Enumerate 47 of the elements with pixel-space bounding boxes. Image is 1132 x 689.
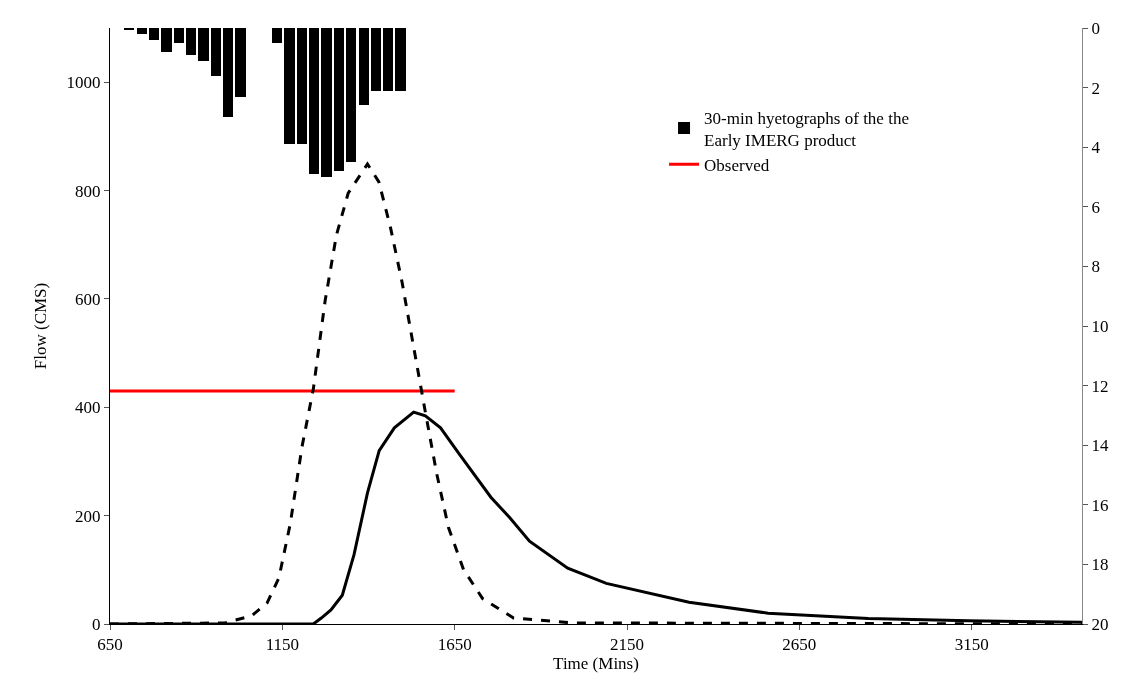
x-tick-label: 650 <box>97 635 123 655</box>
bar <box>284 28 295 144</box>
y2-tick-label: 8 <box>1091 257 1100 277</box>
bar <box>309 28 319 174</box>
y2-tick-label: 10 <box>1091 316 1109 336</box>
bar <box>334 28 344 171</box>
y-axis-title: Flow (CMS) <box>31 282 51 370</box>
y2-tick-label: 6 <box>1091 197 1100 217</box>
y2-tick-label: 2 <box>1091 78 1100 98</box>
bar <box>235 28 246 97</box>
bar <box>223 28 233 117</box>
bar <box>186 28 196 55</box>
y-tick-label: 400 <box>75 398 101 418</box>
y2-tick-label: 18 <box>1091 555 1109 575</box>
y-tick-label: 800 <box>75 181 101 201</box>
bar <box>346 28 356 162</box>
y2-tick-label: 14 <box>1091 436 1109 456</box>
y-tick-label: 1000 <box>66 73 101 93</box>
bar <box>383 28 393 91</box>
y2-tick-label: 0 <box>1091 18 1100 38</box>
y2-tick-label: 20 <box>1091 614 1109 634</box>
bar <box>174 28 184 43</box>
y-tick-label: 0 <box>92 614 101 634</box>
y-tick-label: 200 <box>75 506 101 526</box>
legend-label: Observed <box>704 155 770 175</box>
legend-label: 30-min hyetographs of the the Early IMERG product <box>704 108 909 150</box>
bar <box>395 28 406 91</box>
x-tick-label: 3150 <box>954 635 989 655</box>
y-tick-label: 600 <box>75 289 101 309</box>
x-tick-label: 1650 <box>437 635 472 655</box>
bar <box>297 28 307 144</box>
y2-tick-label: 12 <box>1091 376 1109 396</box>
y2-tick-label: 16 <box>1091 495 1109 515</box>
x-tick-label: 1150 <box>265 635 300 655</box>
bar <box>371 28 381 91</box>
bar <box>149 28 159 40</box>
bar <box>198 28 209 61</box>
bar <box>137 28 147 34</box>
bar <box>161 28 172 52</box>
y2-tick-label: 4 <box>1091 138 1101 158</box>
x-tick-label: 2650 <box>782 635 817 655</box>
x-axis-title: Time (Mins) <box>553 654 639 674</box>
bar <box>272 28 282 43</box>
bar <box>359 28 369 105</box>
x-tick-label: 2150 <box>610 635 645 655</box>
bar <box>211 28 221 76</box>
bar <box>321 28 332 177</box>
